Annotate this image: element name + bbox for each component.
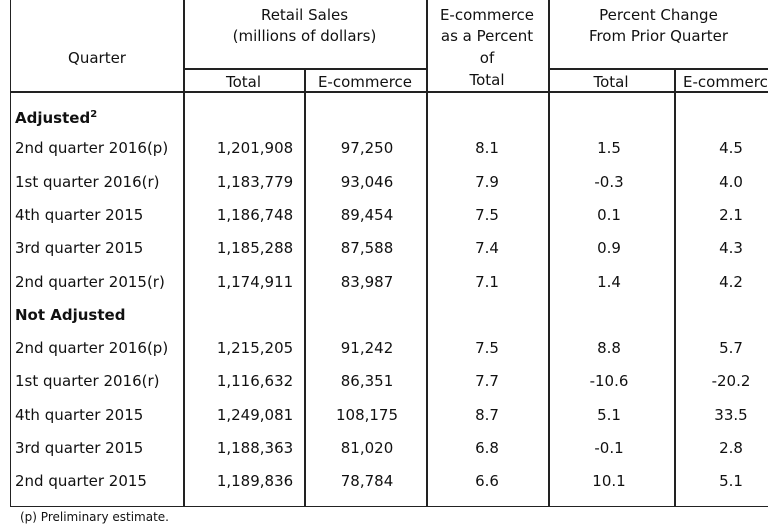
cell-total: 1,185,288 <box>216 239 294 258</box>
cell-pct: 7.5 <box>475 205 499 224</box>
row-quarter: 4th quarter 2015 <box>15 205 144 224</box>
row-quarter: 1st quarter 2016(r) <box>15 372 160 391</box>
cell-ecom: 97,250 <box>340 139 394 158</box>
retail-sales-table: Quarter Retail Sales (millions of dollar… <box>10 0 768 507</box>
cell-chg-total: 0.9 <box>597 239 621 258</box>
cell-chg-ecom: 5.1 <box>719 472 743 491</box>
cell-total: 1,116,632 <box>216 372 294 391</box>
cell-chg-total: -10.6 <box>589 372 629 391</box>
cell-pct: 6.8 <box>475 439 499 457</box>
cell-chg-total: 0.1 <box>597 205 621 224</box>
footnote: (p) Preliminary estimate. <box>20 510 169 524</box>
cell-chg-total: 8.8 <box>597 339 621 358</box>
cell-chg-ecom: 4.3 <box>719 239 743 258</box>
cell-ecom: 81,020 <box>340 439 394 457</box>
cell-total: 1,201,908 <box>216 139 294 158</box>
header-pct-change-l2: From Prior Quarter <box>588 27 729 45</box>
cell-pct: 6.6 <box>475 472 499 491</box>
cell-chg-total: -0.1 <box>594 439 624 457</box>
divider <box>183 0 185 507</box>
cell-ecom: 78,784 <box>340 472 394 491</box>
cell-ecom: 108,175 <box>335 405 399 424</box>
cell-chg-ecom: 2.1 <box>719 205 743 224</box>
cell-total: 1,174,911 <box>216 272 294 291</box>
header-retail-sales: Retail Sales <box>260 6 349 24</box>
header-retail-units: (millions of dollars) <box>232 27 377 45</box>
cell-ecom: 89,454 <box>340 205 394 224</box>
cell-total: 1,249,081 <box>216 405 294 424</box>
divider <box>304 68 306 91</box>
cell-ecom: 87,588 <box>340 239 394 258</box>
cell-ecom: 83,987 <box>340 272 394 291</box>
cell-total: 1,183,779 <box>216 172 294 191</box>
divider <box>183 68 426 70</box>
cell-chg-ecom: -20.2 <box>711 372 751 391</box>
cell-total: 1,186,748 <box>216 205 294 224</box>
footnote-marker: 2 <box>90 109 98 120</box>
divider <box>11 91 768 93</box>
header-ecom-pct-l1: E-commerce <box>439 6 535 24</box>
cell-chg-ecom: 33.5 <box>714 405 748 424</box>
subheader-change-ecommerce: E-commerce <box>683 73 768 91</box>
row-quarter: 2nd quarter 2016(p) <box>15 339 169 358</box>
row-quarter: 2nd quarter 2015(r) <box>15 272 165 291</box>
row-quarter: 2nd quarter 2015 <box>15 472 147 491</box>
cell-chg-ecom: 2.8 <box>719 439 743 457</box>
cell-chg-ecom: 4.5 <box>719 139 743 158</box>
cell-pct: 8.1 <box>475 139 499 158</box>
cell-pct: 8.7 <box>475 405 499 424</box>
cell-chg-total: 10.1 <box>592 472 626 491</box>
cell-pct: 7.9 <box>475 172 499 191</box>
header-ecom-pct-l3: of <box>479 49 495 67</box>
cell-pct: 7.4 <box>475 239 499 258</box>
cell-chg-total: 5.1 <box>597 405 621 424</box>
header-ecom-pct-l2: as a Percent <box>440 27 534 45</box>
cell-ecom: 93,046 <box>340 172 394 191</box>
row-quarter: 3rd quarter 2015 <box>15 439 144 457</box>
subheader-ecommerce: E-commerce <box>317 73 413 91</box>
cell-chg-ecom: 4.2 <box>719 272 743 291</box>
header-quarter: Quarter <box>68 49 126 67</box>
row-quarter: 3rd quarter 2015 <box>15 239 144 258</box>
header-ecom-pct-l4: Total <box>469 71 505 89</box>
cell-total: 1,189,836 <box>216 472 294 491</box>
row-quarter: 1st quarter 2016(r) <box>15 172 160 191</box>
cell-pct: 7.7 <box>475 372 499 391</box>
row-quarter: 2nd quarter 2016(p) <box>15 139 169 158</box>
cell-pct: 7.5 <box>475 339 499 358</box>
cell-total: 1,188,363 <box>216 439 294 457</box>
cell-total: 1,215,205 <box>216 339 294 358</box>
cell-chg-ecom: 5.7 <box>719 339 743 358</box>
divider <box>426 0 428 507</box>
section-title: Adjusted2 <box>15 109 98 127</box>
divider <box>548 68 768 70</box>
cell-ecom: 91,242 <box>340 339 394 358</box>
divider <box>304 91 306 507</box>
cell-chg-total: 1.5 <box>597 139 621 158</box>
section-title: Not Adjusted <box>15 305 126 324</box>
subheader-change-total: Total <box>593 73 629 91</box>
subheader-total: Total <box>225 73 262 91</box>
row-quarter: 4th quarter 2015 <box>15 405 144 424</box>
cell-chg-ecom: 4.0 <box>719 172 743 191</box>
cell-ecom: 86,351 <box>340 372 394 391</box>
cell-chg-total: -0.3 <box>594 172 624 191</box>
divider <box>548 0 550 507</box>
cell-chg-total: 1.4 <box>597 272 621 291</box>
header-pct-change-l1: Percent Change <box>599 6 718 24</box>
divider <box>674 68 676 507</box>
cell-pct: 7.1 <box>475 272 499 291</box>
